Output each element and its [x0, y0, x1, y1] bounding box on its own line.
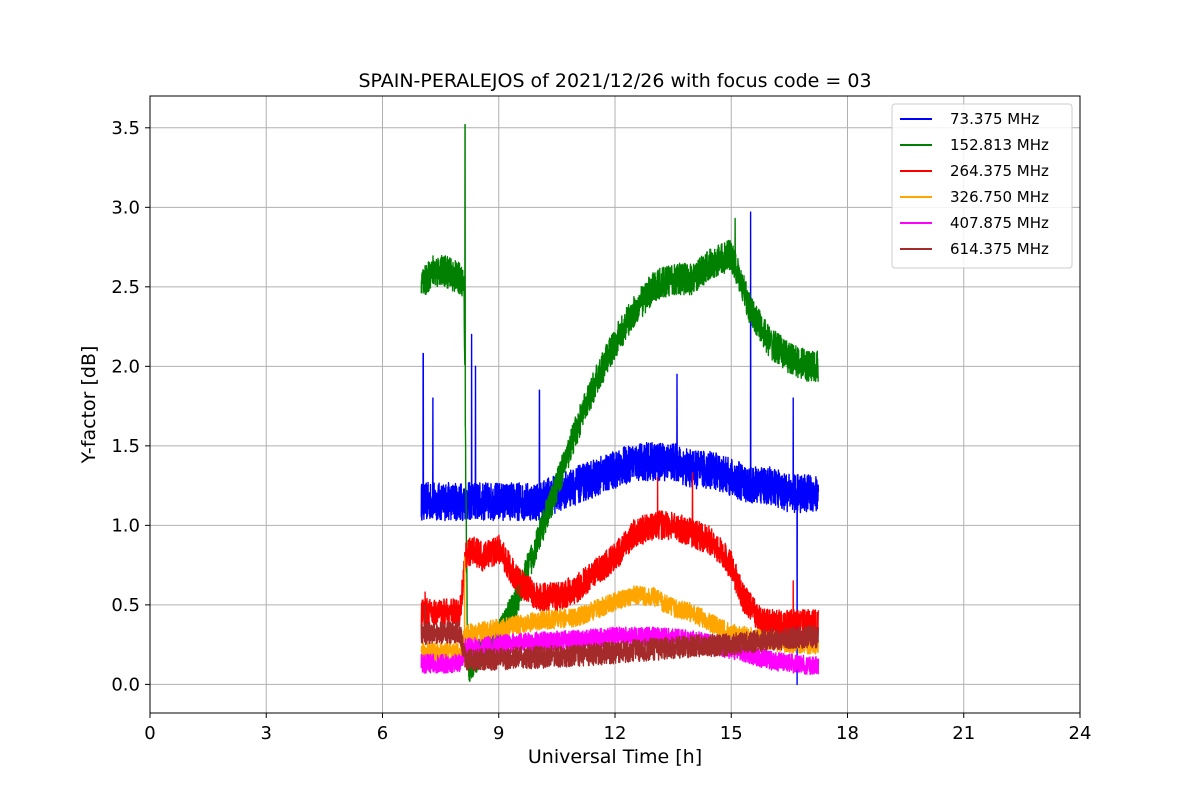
legend: 73.375 MHz 152.813 MHz 264.375 MHz 326.750 …: [891, 103, 1073, 269]
y-tick-label: 3.0: [111, 197, 140, 218]
legend-label: 614.375 MHz: [950, 240, 1049, 258]
series-line: [420, 604, 820, 672]
y-tick-label: 2.0: [111, 356, 140, 377]
x-tick-label: 18: [836, 723, 859, 744]
y-tick-label: 0.5: [111, 595, 140, 616]
series-line: [420, 472, 820, 639]
x-tick-label: 15: [720, 723, 743, 744]
y-tick-label: 1.5: [111, 436, 140, 457]
y-tick-label: 0.0: [111, 674, 140, 695]
x-axis-label: Universal Time [h]: [528, 746, 702, 768]
legend-label: 326.750 MHz: [950, 188, 1049, 206]
y-axis-label: Y-factor [dB]: [78, 346, 100, 465]
series-layer: [420, 123, 820, 686]
legend-label: 152.813 MHz: [950, 136, 1049, 154]
ticks: 0 3 6 9 12 15 18 21 24 0.0 0.5 1.0 1.5 2.0 2.5 3.0 3.5: [111, 118, 1091, 744]
x-tick-label: 12: [604, 723, 627, 744]
x-tick-label: 3: [261, 723, 272, 744]
chart-title: SPAIN-PERALEJOS of 2021/12/26 with focus…: [358, 70, 871, 92]
legend-label: 73.375 MHz: [950, 110, 1039, 128]
x-tick-label: 0: [144, 723, 155, 744]
series-line: [420, 211, 820, 686]
y-tick-label: 2.5: [111, 277, 140, 298]
legend-label: 264.375 MHz: [950, 162, 1049, 180]
y-tick-label: 3.5: [111, 118, 140, 139]
legend-label: 407.875 MHz: [950, 214, 1049, 232]
x-tick-label: 9: [493, 723, 504, 744]
x-tick-label: 6: [377, 723, 388, 744]
x-tick-label: 21: [952, 723, 975, 744]
x-tick-label: 24: [1069, 723, 1092, 744]
y-tick-label: 1.0: [111, 515, 140, 536]
legend-box: [891, 103, 1073, 269]
